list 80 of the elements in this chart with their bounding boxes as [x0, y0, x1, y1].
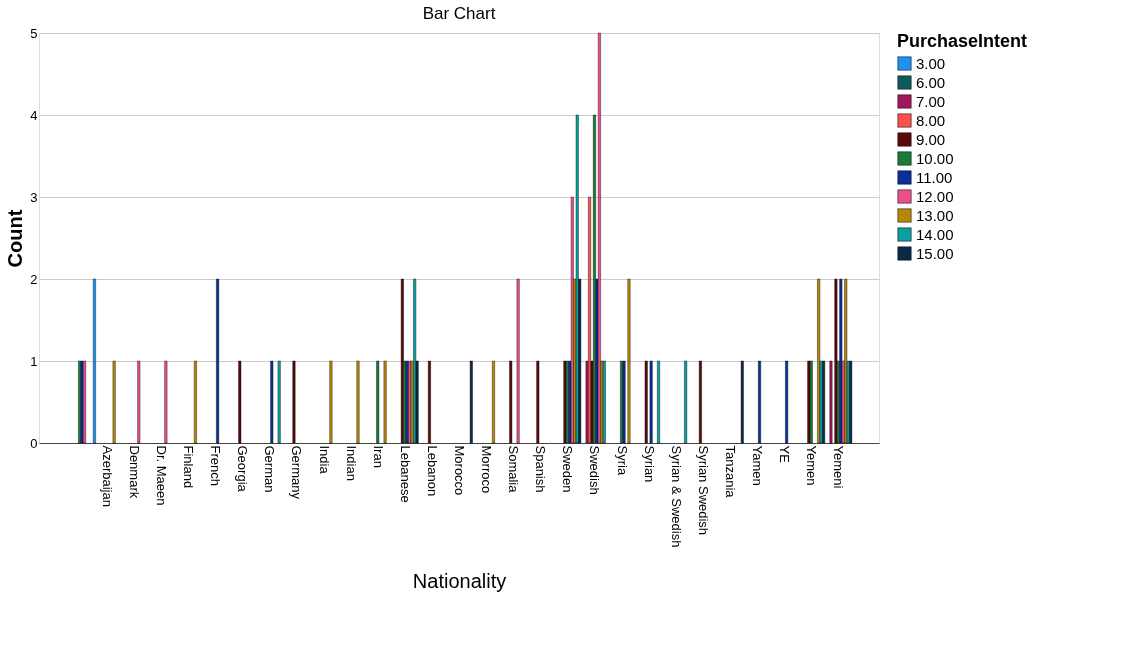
x-tick-label: Finland [181, 445, 197, 489]
y-tick-label: 1 [30, 353, 38, 369]
x-tick-label: Syrian & Swedish [668, 445, 684, 548]
bar [216, 278, 220, 444]
x-tick-label: Syrian [641, 445, 657, 483]
bar [588, 196, 591, 444]
x-tick-label: Georgia [235, 445, 251, 493]
x-tick-label: French [208, 445, 224, 486]
x-tick-label: Morocco [452, 445, 467, 496]
bar [376, 360, 380, 444]
x-tick-label: India [316, 445, 332, 475]
bar [193, 360, 197, 444]
x-tick-label: Spanish [533, 445, 549, 493]
x-tick-label: Swedish [587, 445, 603, 495]
bar [329, 360, 333, 444]
bar [400, 278, 404, 444]
x-tick-label: Denmark [126, 445, 142, 499]
x-tick-label: Yemeni [831, 445, 847, 489]
y-tick-label: 4 [30, 107, 38, 123]
legend-label: 11.00 [916, 168, 953, 186]
x-axis-title: Nationality [412, 570, 507, 593]
bar [817, 278, 821, 444]
x-tick-label: Syrian Swedish [695, 445, 711, 536]
x-tick-label: YE [777, 445, 793, 464]
x-tick-label: Somalia [506, 445, 522, 494]
x-tick-label: Morroco [479, 445, 495, 494]
x-tick-label: Sweden [560, 445, 576, 493]
bar [536, 360, 540, 444]
bar [469, 360, 473, 444]
bar [92, 278, 96, 444]
legend-label: 8.00 [916, 111, 946, 129]
legend-label: 6.00 [916, 73, 946, 91]
bar [428, 360, 431, 444]
y-tick-label: 2 [30, 271, 38, 287]
legend-label: 7.00 [916, 92, 946, 110]
legend-label: 12.00 [916, 187, 954, 205]
x-tick-label: Iran [370, 445, 386, 468]
bar [785, 360, 789, 444]
y-tick-label: 5 [30, 25, 38, 41]
bar [270, 360, 274, 444]
y-axis-title: Count [4, 209, 27, 268]
legend-label: 13.00 [916, 206, 954, 224]
bar [292, 360, 296, 444]
legend-label: 3.00 [916, 54, 946, 72]
bar [137, 360, 141, 444]
y-tick-label: 3 [30, 189, 38, 205]
x-tick-label: Dr. Maeen [153, 445, 169, 506]
chart-title: Bar Chart [422, 4, 496, 23]
bar [516, 278, 520, 444]
bar [112, 360, 116, 444]
x-tick-label: Syria [614, 445, 630, 476]
bar [740, 360, 744, 444]
bar [657, 360, 660, 444]
bar [698, 360, 702, 444]
bar [164, 360, 168, 444]
bar [492, 360, 495, 444]
x-tick-label: Germany [289, 445, 305, 500]
bar [238, 360, 242, 444]
bar [356, 360, 360, 444]
bar [684, 360, 688, 444]
legend-label: 14.00 [916, 225, 954, 243]
bar [758, 360, 761, 444]
x-tick-label: Lebanon [424, 445, 440, 497]
legend-label: 10.00 [916, 149, 954, 167]
x-tick-label: German [262, 445, 278, 493]
bar [277, 360, 281, 444]
bar [509, 360, 513, 444]
x-tick-label: Azerbaijan [99, 445, 115, 507]
bar [597, 32, 601, 444]
x-tick-label: Yamen [750, 445, 766, 486]
x-tick-label: Lebanese [397, 445, 413, 503]
x-tick-label: Tanzania [722, 445, 738, 499]
bar [383, 360, 387, 444]
legend-label: 15.00 [916, 244, 954, 262]
legend-title: PurchaseIntent [897, 31, 1028, 51]
legend-label: 9.00 [916, 130, 946, 148]
x-tick-label: Yemen [804, 445, 820, 486]
bar [413, 278, 417, 444]
y-tick-label: 0 [30, 435, 38, 451]
x-tick-label: Indian [343, 445, 359, 481]
